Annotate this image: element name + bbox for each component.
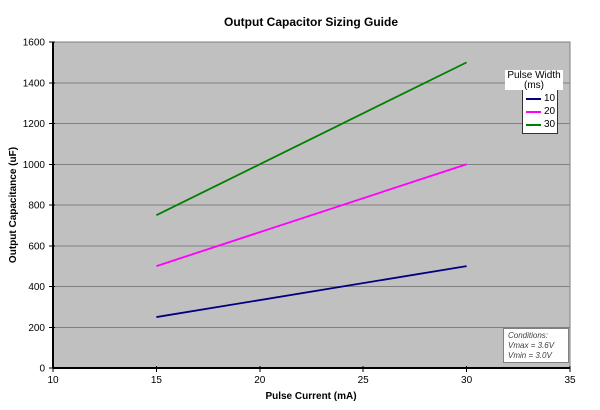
conditions-heading: Conditions:: [508, 331, 549, 340]
legend-line-swatch-20ms: [526, 110, 541, 113]
series-line-10ms: [156, 265, 467, 318]
chart-title: Output Capacitor Sizing Guide: [224, 15, 398, 29]
y-tick-label: 1200: [23, 119, 46, 130]
y-tick-label: 1600: [23, 38, 46, 49]
legend-title-line2: (ms): [524, 79, 544, 91]
y-tick-label: 600: [28, 241, 45, 252]
x-tick-label: 10: [47, 375, 59, 386]
x-tick-label: 15: [151, 375, 163, 386]
legend-line-swatch-30ms: [526, 123, 541, 126]
x-tick-label: 30: [461, 375, 473, 386]
x-tick-label: 20: [254, 375, 266, 386]
y-tick-label: 400: [28, 282, 45, 293]
legend-item-label: 10: [544, 93, 556, 104]
conditions-vmax: Vmax = 3.6V: [508, 341, 555, 350]
legend-item: 30: [523, 118, 557, 131]
y-tick-label: 1400: [23, 78, 46, 89]
x-axis-title: Pulse Current (mA): [265, 391, 356, 402]
y-tick-label: 800: [28, 201, 45, 212]
plot-layer: 0 200 400 600 800 1000 1200 1400 1600 10 15 20 25 30 3…: [23, 38, 576, 387]
x-tick-label: 35: [564, 375, 576, 386]
y-tick-label: 200: [28, 323, 45, 334]
legend-item-label: 20: [544, 106, 556, 117]
series-line-20ms: [156, 163, 467, 267]
x-tick-label: 25: [358, 375, 370, 386]
legend-item: 10: [523, 92, 557, 105]
series-line-30ms: [156, 61, 467, 216]
legend-title: Pulse Width (ms): [505, 70, 563, 90]
legend: 10 20 30: [522, 88, 558, 134]
y-tick-label: 1000: [23, 160, 46, 171]
legend-line-swatch-10ms: [526, 97, 541, 100]
conditions-box: Conditions: Vmax = 3.6V Vmin = 3.0V: [503, 328, 569, 363]
legend-title-line1: Pulse Width: [507, 70, 561, 81]
y-tick-label: 0: [39, 364, 45, 375]
legend-item-label: 30: [544, 119, 556, 130]
y-axis-title: Output Capacitance (uF): [8, 147, 19, 263]
legend-item: 20: [523, 105, 557, 118]
conditions-vmin: Vmin = 3.0V: [508, 351, 552, 360]
